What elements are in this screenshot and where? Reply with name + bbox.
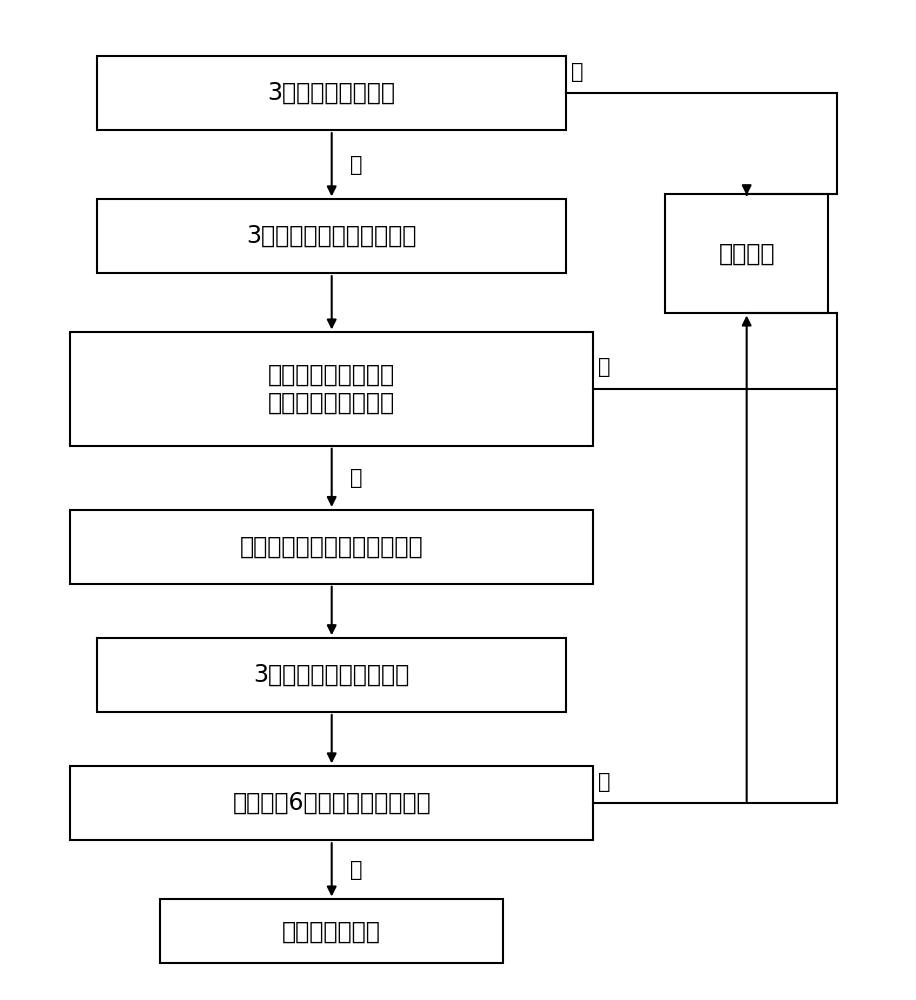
Bar bbox=[71, 766, 594, 840]
Text: 再次检测6个缸的停锤位超差否: 再次检测6个缸的停锤位超差否 bbox=[233, 791, 431, 815]
Bar bbox=[71, 510, 594, 584]
Text: 是: 是 bbox=[598, 357, 610, 377]
Bar bbox=[97, 199, 566, 273]
Text: 某个缸的位置与设定
的停锤位相比起差否: 某个缸的位置与设定 的停锤位相比起差否 bbox=[268, 363, 396, 415]
Bar bbox=[160, 899, 503, 963]
Text: 是: 是 bbox=[350, 155, 362, 175]
Text: 否: 否 bbox=[571, 62, 583, 82]
Text: 3个活缸按照位置算法前进: 3个活缸按照位置算法前进 bbox=[246, 224, 417, 248]
Bar bbox=[97, 56, 566, 130]
Text: 否: 否 bbox=[350, 860, 362, 880]
Text: 否: 否 bbox=[350, 468, 362, 488]
Bar bbox=[666, 194, 828, 313]
Text: 进入下一步控制: 进入下一步控制 bbox=[282, 919, 381, 943]
Bar bbox=[71, 332, 594, 446]
Text: 停机调整: 停机调整 bbox=[718, 241, 775, 265]
Text: 3个死缸在停锤位否: 3个死缸在停锤位否 bbox=[267, 81, 396, 105]
Text: 是: 是 bbox=[598, 772, 610, 792]
Text: 某个缸先到达停锤位则先停止: 某个缸先到达停锤位则先停止 bbox=[240, 535, 423, 559]
Bar bbox=[97, 638, 566, 712]
Text: 3个活缸全部到达停锤位: 3个活缸全部到达停锤位 bbox=[254, 663, 409, 687]
